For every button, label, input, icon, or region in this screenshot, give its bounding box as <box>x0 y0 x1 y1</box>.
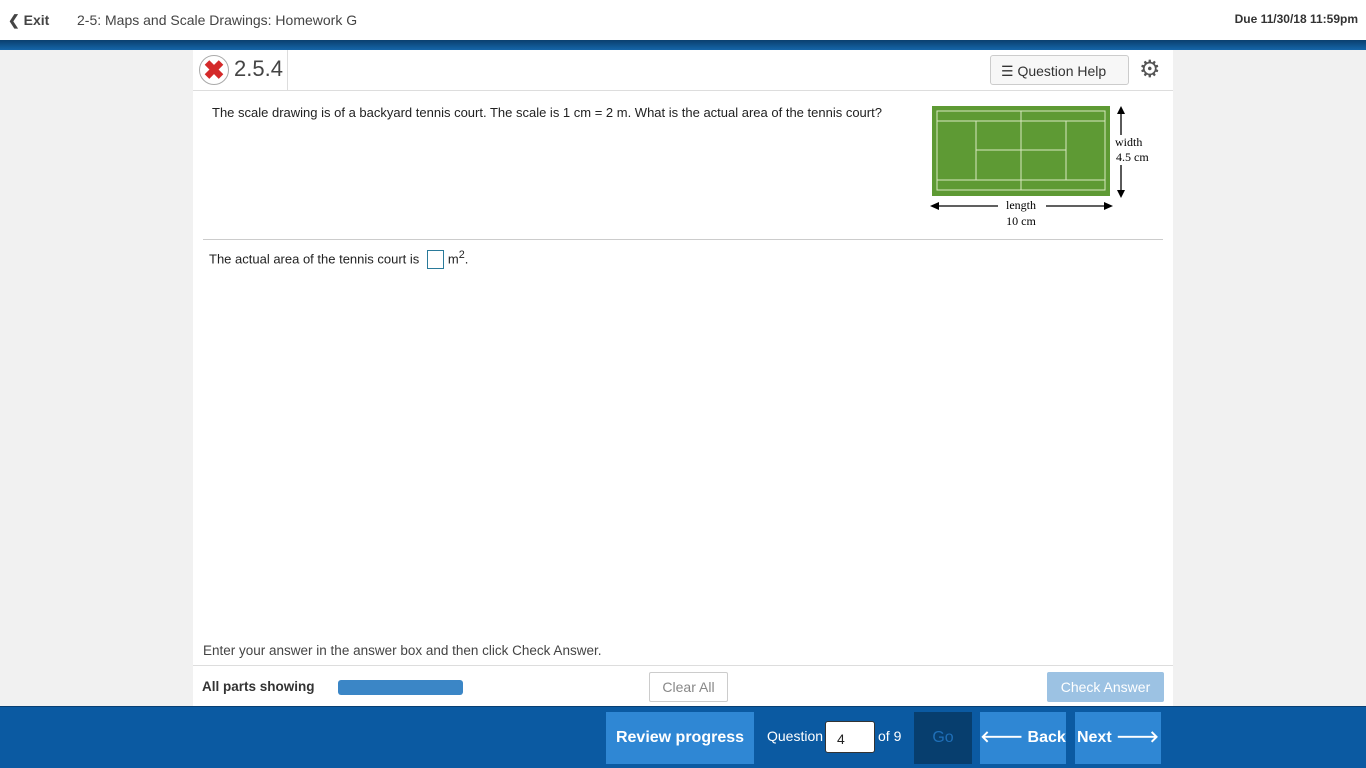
arrow-up-icon <box>1117 106 1125 114</box>
divider <box>203 239 1163 240</box>
go-button[interactable]: Go <box>914 712 972 764</box>
divider <box>287 50 288 90</box>
question-header: ✖ 2.5.4 ☰ Question Help ⚙ <box>193 50 1173 91</box>
length-label: length <box>1006 198 1036 212</box>
answer-prefix: The actual area of the tennis court is <box>209 251 420 267</box>
question-label: Question <box>767 728 824 744</box>
tennis-court-figure: width 4.5 cm length 10 cm <box>930 105 1160 235</box>
review-progress-button[interactable]: Review progress <box>606 712 754 764</box>
question-help-label: Question Help <box>1017 63 1107 79</box>
question-text: The scale drawing is of a backyard tenni… <box>212 105 882 120</box>
list-icon: ☰ <box>1001 63 1014 79</box>
next-label: Next <box>1076 729 1112 746</box>
answer-suffix: . <box>464 251 469 267</box>
question-total: of 9 <box>878 728 902 744</box>
check-answer-button[interactable]: Check Answer <box>1047 672 1164 702</box>
answer-input[interactable] <box>426 250 444 270</box>
answer-exponent: 2 <box>458 249 465 261</box>
question-footer: All parts showing Clear All Check Answer <box>193 665 1173 706</box>
arrow-left-icon: 🡐 <box>980 729 1024 746</box>
next-button[interactable]: Next 🡒 <box>1075 712 1161 764</box>
exit-button[interactable]: ❮ Exit <box>8 12 49 29</box>
arrow-left-icon <box>930 202 939 210</box>
assignment-title: 2-5: Maps and Scale Drawings: Homework G <box>77 12 358 28</box>
width-value: 4.5 cm <box>1116 150 1149 164</box>
clear-all-button[interactable]: Clear All <box>649 672 728 702</box>
bottom-nav: Review progress Question 4 of 9 Go 🡐 Bac… <box>0 706 1366 768</box>
arrow-right-icon <box>1104 202 1113 210</box>
arrow-right-icon: 🡒 <box>1116 729 1160 746</box>
length-value: 10 cm <box>1006 214 1036 228</box>
due-date: Due 11/30/18 11:59pm <box>1234 12 1358 26</box>
question-panel: ✖ 2.5.4 ☰ Question Help ⚙ The scale draw… <box>193 50 1173 706</box>
court-svg: width 4.5 cm length 10 cm <box>930 106 1149 228</box>
question-number-input[interactable]: 4 <box>825 721 875 753</box>
arrow-down-icon <box>1117 190 1125 198</box>
incorrect-x-icon: ✖ <box>199 55 229 85</box>
parts-label: All parts showing <box>202 679 315 694</box>
exit-label: Exit <box>23 12 50 28</box>
question-help-button[interactable]: ☰ Question Help <box>990 55 1129 85</box>
question-number: 2.5.4 <box>234 56 283 81</box>
chevron-left-icon: ❮ <box>8 12 20 28</box>
court-lines <box>936 110 1106 191</box>
answer-line: The actual area of the tennis court is m… <box>209 249 469 270</box>
back-label: Back <box>1027 729 1066 746</box>
width-label: width <box>1115 135 1142 149</box>
answer-unit: m <box>447 251 459 267</box>
instruction-text: Enter your answer in the answer box and … <box>203 643 602 658</box>
parts-progress-bar <box>338 680 463 695</box>
gear-icon[interactable]: ⚙ <box>1139 56 1161 83</box>
top-bar: ❮ Exit 2-5: Maps and Scale Drawings: Hom… <box>0 0 1366 40</box>
header-stripe <box>0 40 1366 50</box>
back-button[interactable]: 🡐 Back <box>980 712 1066 764</box>
